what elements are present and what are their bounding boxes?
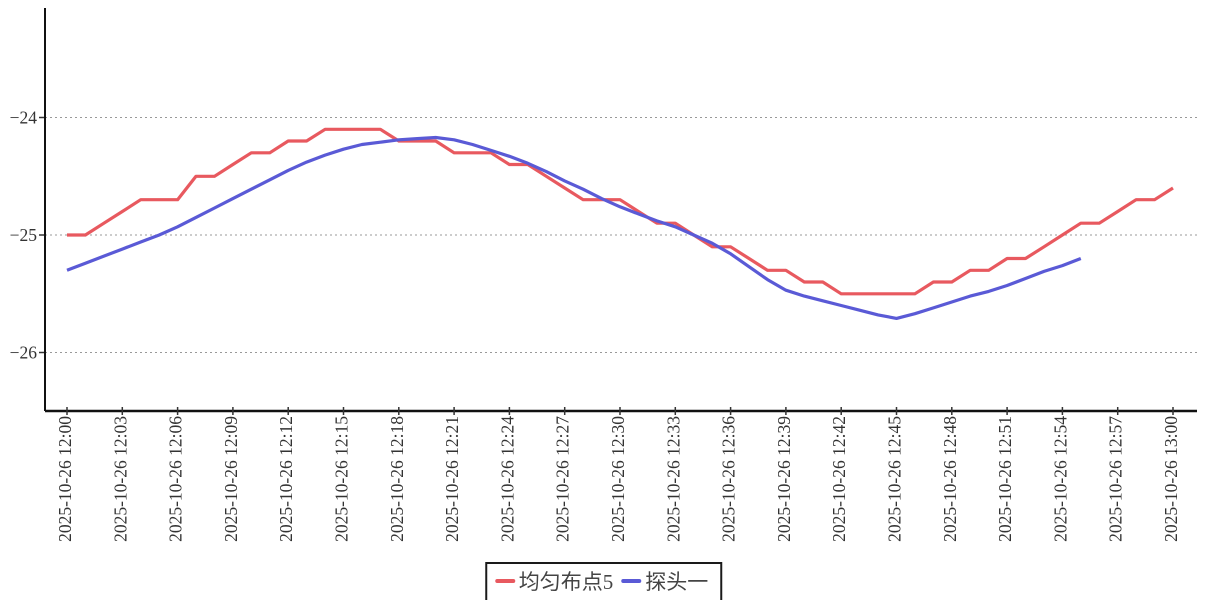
x-tick-label: 2025-10-26 12:48 <box>940 416 960 542</box>
red-line-swatch <box>494 578 515 584</box>
x-tick-label: 2025-10-26 12:03 <box>110 416 130 542</box>
x-tick-label: 2025-10-26 12:45 <box>885 416 905 542</box>
x-tick-label: 2025-10-26 12:42 <box>829 416 849 542</box>
legend-label-series2: 探头一 <box>645 570 709 594</box>
x-tick-label: 2025-10-26 12:24 <box>497 416 517 542</box>
x-tick-label: 2025-10-26 12:33 <box>663 416 683 542</box>
series-line-1 <box>67 127 1174 296</box>
x-tick-label: 2025-10-26 12:30 <box>608 416 628 542</box>
y-tick-label: −24 <box>10 108 38 128</box>
x-tick-label: 2025-10-26 12:15 <box>332 416 352 542</box>
blue-line-swatch <box>621 578 642 584</box>
legend-label-series1: 均匀布点5 <box>518 570 614 594</box>
x-tick-label: 2025-10-26 13:00 <box>1161 416 1181 542</box>
x-tick-label: 2025-10-26 12:36 <box>719 416 739 542</box>
x-tick-label: 2025-10-26 12:06 <box>166 416 186 542</box>
legend: 均匀布点5 探头一 <box>484 562 723 600</box>
x-tick-label: 2025-10-26 12:12 <box>276 416 296 542</box>
y-tick-label: −25 <box>10 225 38 245</box>
x-tick-label: 2025-10-26 12:00 <box>55 416 75 542</box>
x-tick-label: 2025-10-26 12:09 <box>221 416 241 542</box>
series-line-2 <box>66 135 1082 320</box>
legend-item-series1[interactable]: 均匀布点5 <box>494 566 614 596</box>
x-tick-label: 2025-10-26 12:51 <box>995 416 1015 542</box>
legend-item-series2[interactable]: 探头一 <box>621 566 708 596</box>
x-tick-label: 2025-10-26 12:21 <box>442 416 462 542</box>
x-tick-label: 2025-10-26 12:54 <box>1050 416 1070 542</box>
x-tick-label: 2025-10-26 12:18 <box>387 416 407 542</box>
x-tick-label: 2025-10-26 12:39 <box>774 416 794 542</box>
x-tick-label: 2025-10-26 12:27 <box>553 416 573 542</box>
x-tick-label: 2025-10-26 12:57 <box>1106 416 1126 542</box>
y-tick-label: −26 <box>10 343 38 363</box>
